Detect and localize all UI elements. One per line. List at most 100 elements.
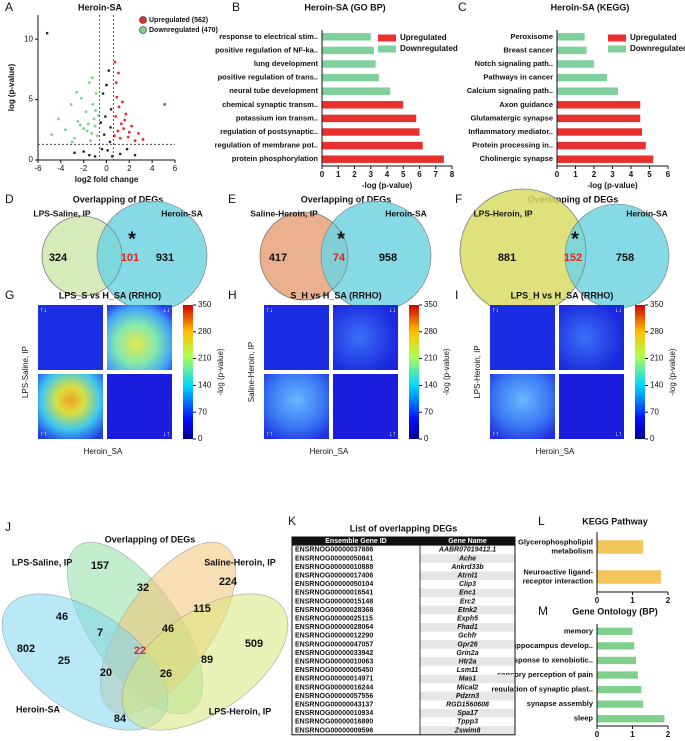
- category-label: sleep: [574, 714, 594, 723]
- x-tick-label: 6: [417, 170, 422, 179]
- cell: Pdzrn3: [456, 693, 479, 700]
- legend-swatch: [608, 45, 626, 53]
- venn-count: 46: [162, 623, 174, 635]
- cell: Mas1: [459, 676, 477, 683]
- point: [124, 112, 128, 116]
- cell: Grin2a: [456, 650, 478, 657]
- category-label: positive regulation of trans..: [218, 73, 318, 82]
- cell: Zswim8: [454, 727, 481, 734]
- colorbar: [635, 305, 645, 439]
- point: [101, 92, 105, 95]
- x-axis-label: -log (p-value): [587, 181, 638, 190]
- venn-count: 20: [100, 667, 112, 679]
- category-label: positive regulation of NF-ka..: [215, 45, 318, 54]
- point: [90, 76, 94, 80]
- point: [118, 136, 122, 140]
- colorbar-tick-label: 210: [650, 354, 664, 363]
- cell: Lsm11: [457, 667, 479, 674]
- chart-title: S_H vs H_SA (RRHO): [290, 290, 381, 300]
- colorbar-tick-label: 280: [650, 327, 664, 336]
- table-title: List of overlapping DEGs: [350, 523, 458, 533]
- panel-label: F: [455, 192, 462, 206]
- venn-count: 22: [134, 645, 146, 657]
- heatmap-quadrant: [107, 374, 172, 439]
- significance-mark: *: [337, 228, 345, 250]
- cell: Atrnl1: [456, 573, 477, 580]
- point: [109, 126, 112, 129]
- panel-label: D: [5, 192, 14, 206]
- venn-count: 802: [17, 643, 35, 655]
- point: [100, 147, 104, 151]
- x-axis-label: Heroin_SA: [310, 447, 349, 456]
- venn-count: 417: [269, 252, 287, 264]
- point: [116, 129, 120, 133]
- point: [106, 149, 109, 152]
- bar: [597, 671, 638, 679]
- colorbar-tick-label: 280: [198, 327, 212, 336]
- y-tick-label: 5: [29, 95, 34, 104]
- venn-count: 324: [49, 252, 68, 264]
- venn-overlap-outline: [41, 215, 123, 297]
- legend-label: Upregulated: [400, 33, 447, 42]
- corner-label: ↑↓: [40, 307, 47, 314]
- category-label: protein phosphorylation: [232, 154, 319, 163]
- x-tick-label: 4: [629, 170, 634, 179]
- cell: Ankrd33b: [450, 564, 484, 571]
- heatmap-quadrant: [264, 305, 329, 370]
- cell: ENSRNOG00000043137: [295, 702, 373, 709]
- cell: ENSRNOG00000015148: [295, 598, 373, 605]
- x-tick-label: 0: [555, 170, 560, 179]
- colorbar-label: -log (p-value): [668, 348, 677, 395]
- category-label: lung development: [254, 59, 319, 68]
- x-tick-label: 0: [595, 730, 600, 739]
- bar: [322, 87, 391, 95]
- corner-label: ↓↑: [615, 431, 622, 438]
- cell: Fhad1: [457, 624, 478, 631]
- point: [123, 118, 127, 122]
- panel-label: I: [455, 288, 458, 302]
- point: [73, 151, 76, 155]
- legend-marker: [139, 26, 147, 34]
- point: [82, 127, 86, 130]
- venn-count: 931: [156, 252, 174, 264]
- row-shade: [420, 691, 515, 701]
- corner-label: ↑↓: [492, 307, 499, 314]
- category-label: Pathways in cancer: [483, 73, 553, 82]
- venn-count: 74: [333, 252, 346, 264]
- colorbar-tick-label: 70: [424, 407, 433, 416]
- colorbar-tick-label: 140: [424, 381, 438, 390]
- set-label: LPS-Heroin, IP: [209, 706, 272, 716]
- bar: [557, 73, 607, 82]
- venn-count: 25: [58, 655, 70, 667]
- panel-label: E: [228, 192, 236, 206]
- bar: [597, 700, 644, 708]
- cell: Clip3: [459, 581, 476, 588]
- venn-count: 115: [193, 603, 211, 615]
- cell: ENSRNOG00000050104: [295, 581, 373, 588]
- bar: [597, 540, 644, 554]
- venn-overlap-outline: [259, 211, 349, 301]
- category-label: regulation of postsynaptic..: [220, 127, 318, 136]
- set-label: Heroin-SA: [16, 704, 61, 714]
- cell: Spa17: [457, 710, 479, 717]
- category-label: Notch signaling path..: [475, 59, 553, 68]
- point: [119, 122, 123, 126]
- point: [99, 121, 103, 124]
- bar: [322, 114, 417, 123]
- bar: [557, 101, 641, 109]
- y-tick-label: 0: [29, 155, 34, 164]
- x-axis-label: Heroin_SA: [84, 447, 123, 456]
- bar: [322, 73, 379, 82]
- bar: [322, 101, 404, 109]
- category-label: chemical synaptic transm..: [222, 100, 318, 109]
- corner-label: ↓↑: [163, 431, 170, 438]
- x-tick-label: 1: [573, 170, 578, 179]
- category-label: Glycerophospholipid: [518, 537, 593, 546]
- bar: [597, 570, 661, 584]
- category-label: Glutamatergic synapse: [470, 113, 553, 122]
- colorbar-tick-label: 280: [424, 327, 438, 336]
- cell: ENSRNOG00000010063: [295, 659, 373, 666]
- x-axis-label: -log (p-value): [362, 181, 413, 190]
- venn-count: 224: [219, 576, 238, 588]
- column-header: Ensemble Gene ID: [325, 538, 386, 545]
